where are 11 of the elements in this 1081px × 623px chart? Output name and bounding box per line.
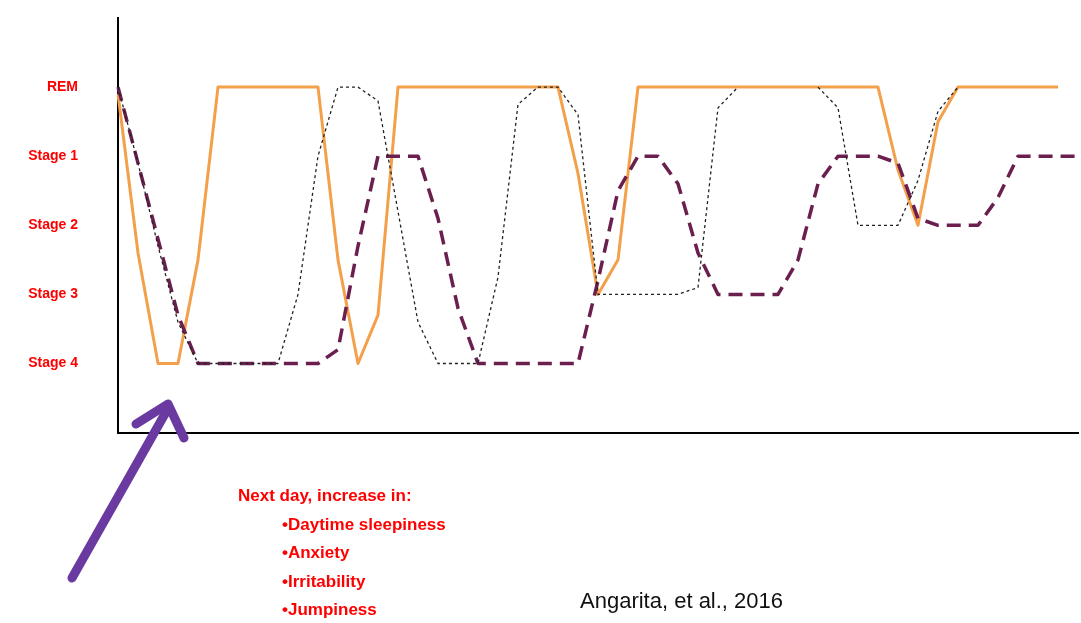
text: REM <box>46 77 78 94</box>
text: Stage 4 <box>28 354 79 371</box>
text: •Daytime sleepiness <box>282 514 446 535</box>
text: •Anxiety <box>282 543 350 563</box>
text: Angarita, et al., 2016 <box>580 588 784 614</box>
text: Stage 1 <box>28 147 79 164</box>
text: Next day, increase in: <box>238 486 412 506</box>
text: •Jumpiness <box>282 600 377 620</box>
text: •Irritability <box>282 571 366 592</box>
text: Stage 3 <box>28 285 79 302</box>
text: Stage 2 <box>28 216 79 233</box>
